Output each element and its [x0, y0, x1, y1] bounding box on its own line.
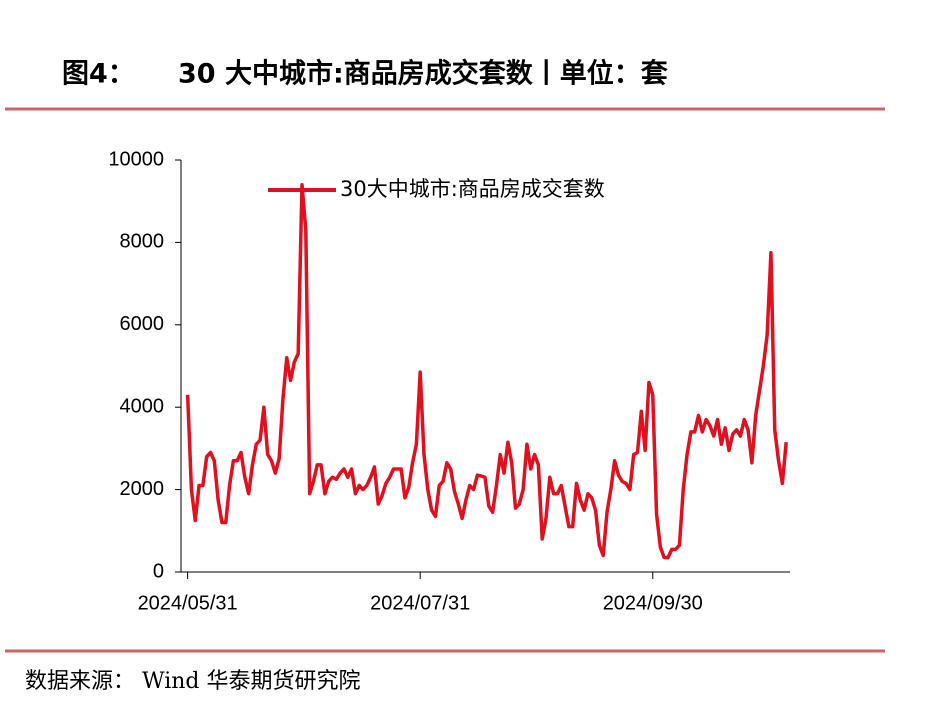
y-tick-label: 8000: [120, 231, 165, 253]
line-series: [185, 182, 788, 560]
x-tick-label: 2024/07/31: [370, 592, 470, 614]
x-tick-label: 2024/05/31: [138, 592, 238, 614]
x-tick-label: 2024/09/30: [603, 592, 703, 614]
figure-label: 图4：: [62, 59, 135, 90]
legend-label: 30大中城市:商品房成交套数: [340, 177, 605, 201]
y-tick-label: 10000: [108, 148, 164, 170]
y-tick-label: 6000: [120, 313, 165, 335]
y-tick-label: 2000: [120, 478, 165, 500]
source: 数据来源： Wind 华泰期货研究院: [25, 669, 361, 694]
y-tick-label: 0: [153, 560, 164, 582]
y-tick-label: 4000: [120, 395, 165, 417]
chart-title: 30 大中城市:商品房成交套数丨单位：套: [178, 58, 668, 90]
